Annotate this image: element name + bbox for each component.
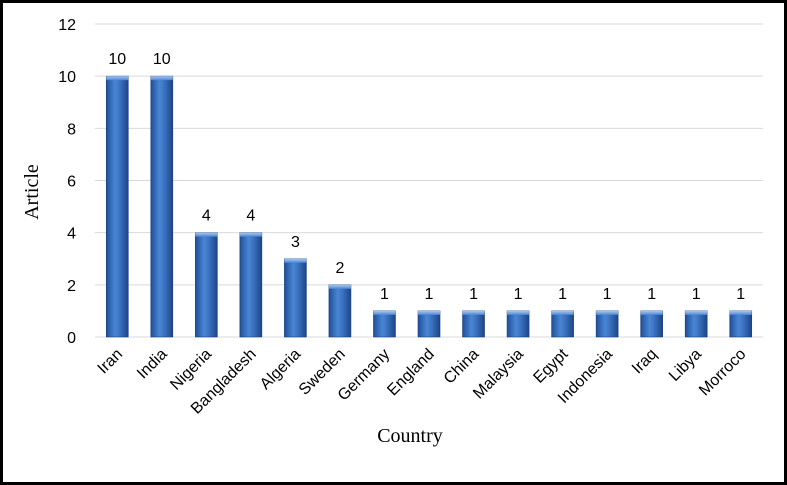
bar-cap [685, 310, 708, 315]
bar [195, 232, 218, 338]
data-label: 2 [335, 260, 344, 277]
bar-cap [640, 310, 663, 315]
x-tick-label: Iran [95, 346, 127, 378]
x-axis-title: Country [377, 425, 443, 447]
x-tick-label: Libya [666, 346, 705, 385]
x-tick-label: India [134, 346, 171, 383]
bar-cap [551, 310, 574, 315]
y-tick-label: 4 [67, 226, 76, 243]
bar-cap [507, 310, 530, 315]
y-axis-title: Article [21, 164, 43, 220]
bar [239, 232, 263, 338]
bars [105, 75, 753, 338]
bar-cap [106, 76, 129, 81]
data-label: 1 [647, 286, 656, 303]
data-label: 1 [514, 286, 523, 303]
x-tick-label: Iraq [629, 346, 661, 378]
y-tick-label: 12 [58, 17, 76, 34]
data-label: 4 [202, 208, 211, 225]
data-label: 1 [469, 286, 478, 303]
bar-cap [239, 232, 262, 237]
bar-cap [373, 310, 396, 315]
y-tick-label: 6 [67, 174, 76, 191]
bar-cap [328, 284, 351, 289]
x-axis-ticks: Iran IndiaNigeriaBangladeshAlgeriaSwedenG… [95, 345, 750, 417]
x-tick-label: England [384, 346, 438, 400]
x-tick-label: Egypt [530, 345, 571, 386]
data-label: 3 [291, 234, 300, 251]
bar-cap [284, 258, 307, 263]
bar [105, 75, 129, 338]
data-label: 1 [603, 286, 612, 303]
data-label: 10 [153, 51, 171, 68]
data-label: 1 [692, 286, 701, 303]
data-label: 4 [246, 208, 255, 225]
data-label: 1 [380, 286, 389, 303]
data-labels: 10 10 4 4 3 2 1 1 1 1 1 1 1 1 1 [108, 51, 745, 303]
y-tick-label: 0 [67, 330, 76, 347]
data-label: 1 [558, 286, 567, 303]
data-label: 1 [425, 286, 434, 303]
bar-cap [195, 232, 218, 237]
x-tick-label: China [441, 346, 483, 388]
y-tick-label: 8 [67, 121, 76, 138]
bar [328, 284, 352, 338]
bar-cap [596, 310, 619, 315]
data-label: 1 [736, 286, 745, 303]
bar-cap [150, 76, 173, 81]
bar-cap [418, 310, 440, 315]
y-tick-label: 10 [58, 69, 76, 86]
bar-cap [462, 310, 485, 315]
bar [284, 258, 307, 338]
data-label: 10 [108, 51, 126, 68]
bar-cap [729, 310, 752, 315]
x-tick-label: Morroco [696, 346, 750, 400]
y-tick-label: 2 [67, 278, 76, 295]
y-axis-ticks: 0 2 4 6 8 10 12 [58, 17, 76, 347]
bar [150, 75, 174, 338]
